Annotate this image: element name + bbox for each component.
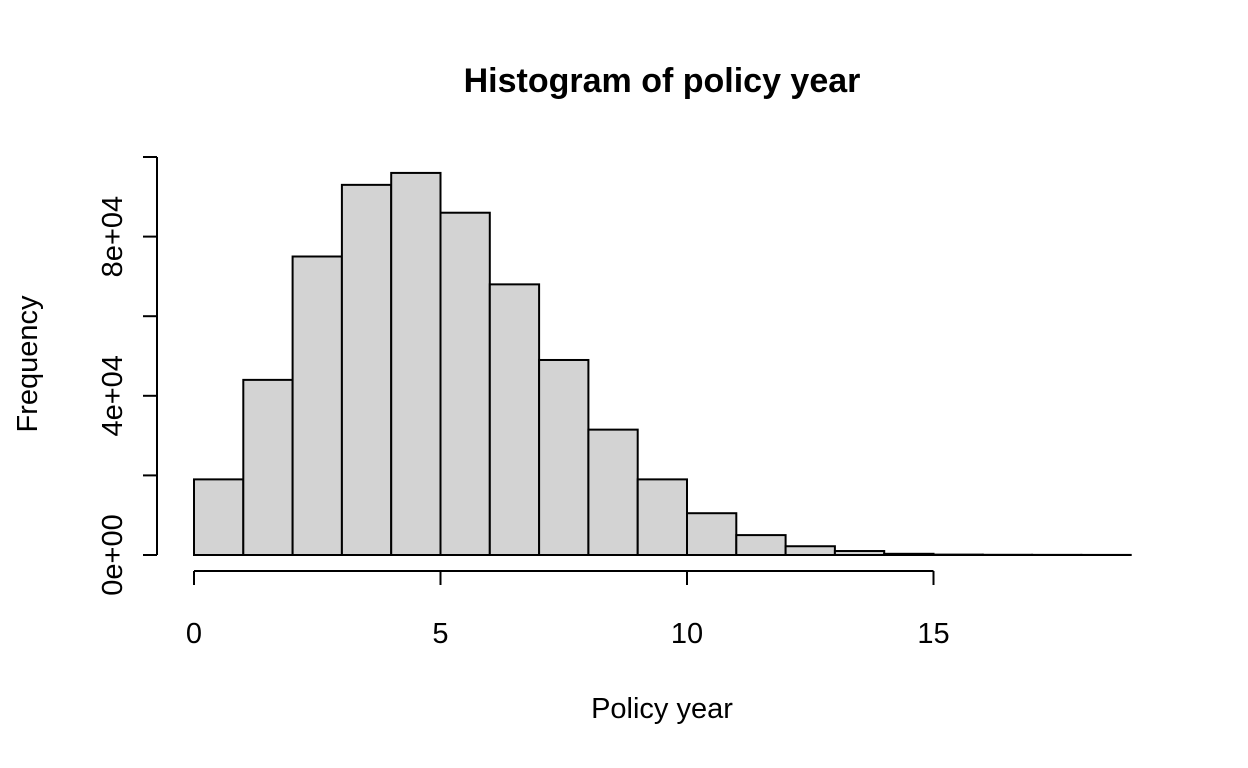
x-axis: 0 5 10 15: [186, 570, 950, 650]
histogram-bar: [193, 478, 245, 557]
x-tick-label: 5: [432, 618, 448, 650]
y-tick-label: 0e+00: [97, 514, 129, 595]
x-axis-label: Policy year: [591, 693, 733, 725]
histogram-bar: [784, 545, 836, 557]
x-tick-label: 10: [671, 618, 703, 650]
x-tick-label: 0: [186, 618, 202, 650]
histogram-bar: [883, 552, 935, 557]
y-axis-label: Frequency: [12, 295, 44, 433]
histogram-bar: [242, 378, 294, 556]
histogram-bar: [538, 358, 590, 557]
y-tick-label: 8e+04: [97, 196, 129, 277]
y-tick-label: 4e+04: [97, 355, 129, 436]
x-tick-label: 15: [917, 618, 949, 650]
histogram-bar: [390, 171, 442, 556]
histogram-bar: [340, 183, 393, 557]
chart-title: Histogram of policy year: [464, 62, 861, 100]
histogram-bar: [291, 255, 343, 556]
histogram-bar: [439, 211, 491, 556]
histogram-bar: [686, 512, 738, 557]
histogram-bar: [587, 428, 639, 557]
y-axis: 0e+00 4e+04 8e+04: [97, 156, 158, 596]
histogram-bar: [636, 478, 689, 557]
histogram-bar: [833, 550, 886, 557]
bars-group: [193, 171, 1132, 557]
histogram-bar: [488, 283, 541, 556]
histogram-bar: [735, 534, 787, 556]
